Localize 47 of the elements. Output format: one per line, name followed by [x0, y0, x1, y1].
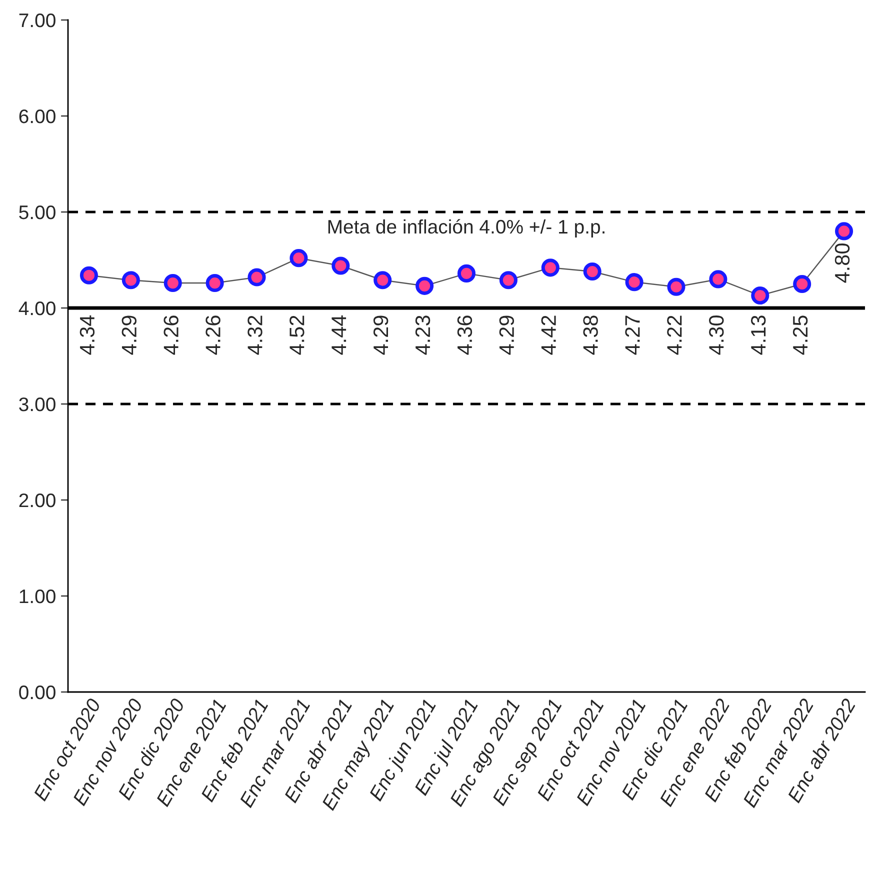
y-tick-label: 2.00	[19, 493, 56, 508]
data-label: 4.80	[834, 244, 850, 283]
point	[416, 276, 434, 295]
data-label: 4.42	[541, 316, 556, 355]
point	[164, 274, 182, 292]
data-label: 4.26	[164, 316, 178, 355]
data-label: 4.36	[457, 316, 472, 355]
point	[583, 262, 602, 281]
y-tick-label: 7.00	[19, 13, 56, 28]
y-tick-label: 3.00	[19, 397, 56, 412]
y-tick-label: 5.00	[19, 205, 56, 220]
point	[625, 273, 644, 292]
data-label: 4.30	[709, 316, 724, 355]
data-label: 4.13	[750, 316, 766, 355]
point	[206, 274, 224, 292]
point	[751, 286, 770, 305]
data-label: 4.27	[625, 316, 640, 355]
point	[290, 249, 308, 268]
data-label: 4.25	[792, 316, 808, 355]
point	[332, 256, 350, 275]
data-label: 4.32	[248, 316, 262, 355]
point	[541, 258, 560, 277]
data-label: 4.26	[206, 316, 220, 355]
point	[835, 222, 854, 240]
point	[80, 266, 98, 284]
data-label: 4.29	[122, 316, 137, 355]
data-label: 4.38	[583, 316, 598, 355]
point	[667, 278, 686, 296]
data-label: 4.44	[332, 315, 346, 355]
data-label: 4.34	[80, 315, 95, 355]
data-label: 4.23	[415, 316, 430, 355]
point	[709, 270, 728, 288]
point	[499, 271, 518, 290]
annotation: Meta de inflación 4.0% +/- 1 p.p.	[328, 219, 604, 238]
data-label: 4.29	[499, 316, 514, 355]
y-tick-label: 1.00	[20, 589, 56, 604]
point	[248, 268, 266, 286]
point	[374, 271, 392, 290]
data-label: 4.29	[373, 316, 388, 355]
y-tick-label: 4.00	[18, 301, 56, 316]
point	[457, 264, 476, 282]
data-label: 4.22	[667, 316, 682, 355]
data-label: 4.52	[290, 316, 304, 355]
y-tick-label: 0.00	[19, 685, 56, 700]
y-tick-label: 6.00	[19, 109, 56, 124]
point	[793, 274, 812, 294]
point	[122, 271, 140, 290]
